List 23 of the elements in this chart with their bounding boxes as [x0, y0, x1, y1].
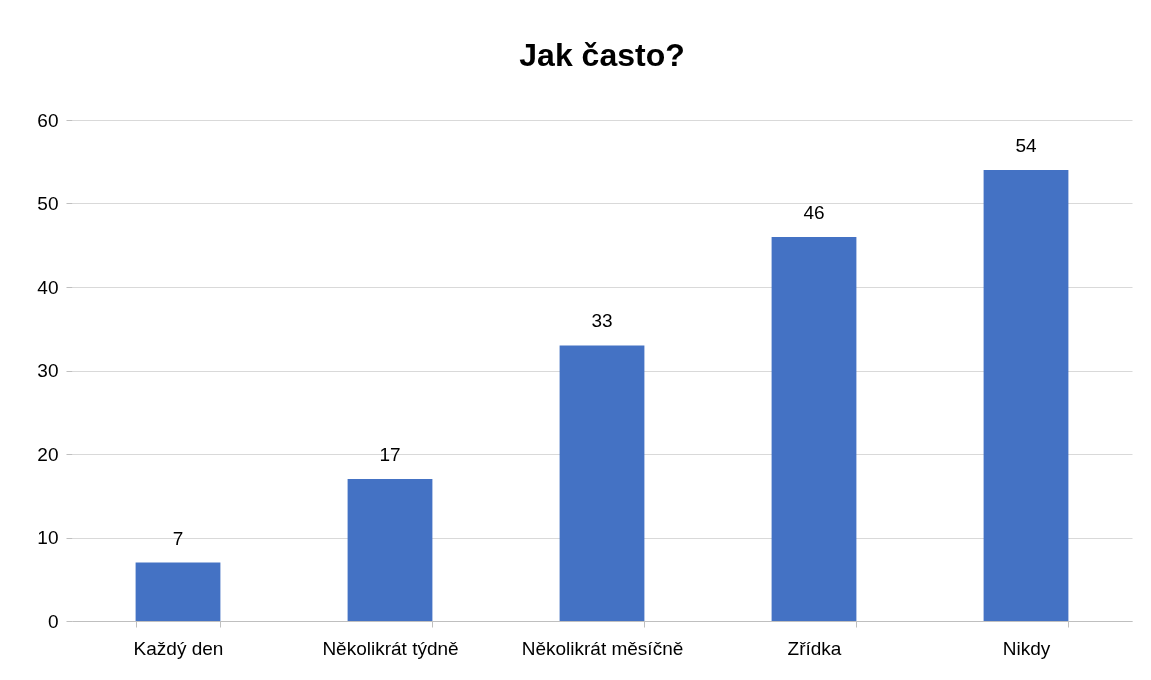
x-tick-label: Nikdy	[1002, 637, 1051, 659]
y-tick-label: 20	[37, 443, 59, 465]
y-tick-label: 30	[37, 360, 59, 381]
bar	[771, 236, 857, 621]
data-label: 17	[379, 444, 401, 466]
data-label: 54	[1015, 135, 1037, 157]
chart-title: Jak často?	[519, 37, 685, 73]
bar	[135, 562, 221, 621]
x-tick-label: Několikrát týdně	[322, 637, 459, 659]
data-label: 33	[591, 310, 613, 332]
bar	[983, 170, 1069, 621]
x-tick-label: Několikrát měsíčně	[521, 637, 684, 659]
x-tick-label: Zřídka	[787, 637, 842, 659]
y-tick-label: 0	[47, 610, 59, 632]
x-tick-label: Každý den	[133, 637, 224, 659]
data-label: 7	[172, 527, 184, 549]
y-tick-label: 40	[37, 276, 59, 298]
y-tick-label: 10	[37, 527, 59, 548]
y-tick-label: 50	[37, 193, 59, 214]
data-label: 46	[803, 201, 825, 223]
y-tick-label: 60	[37, 109, 59, 131]
bar	[559, 345, 645, 621]
bar	[347, 479, 433, 621]
